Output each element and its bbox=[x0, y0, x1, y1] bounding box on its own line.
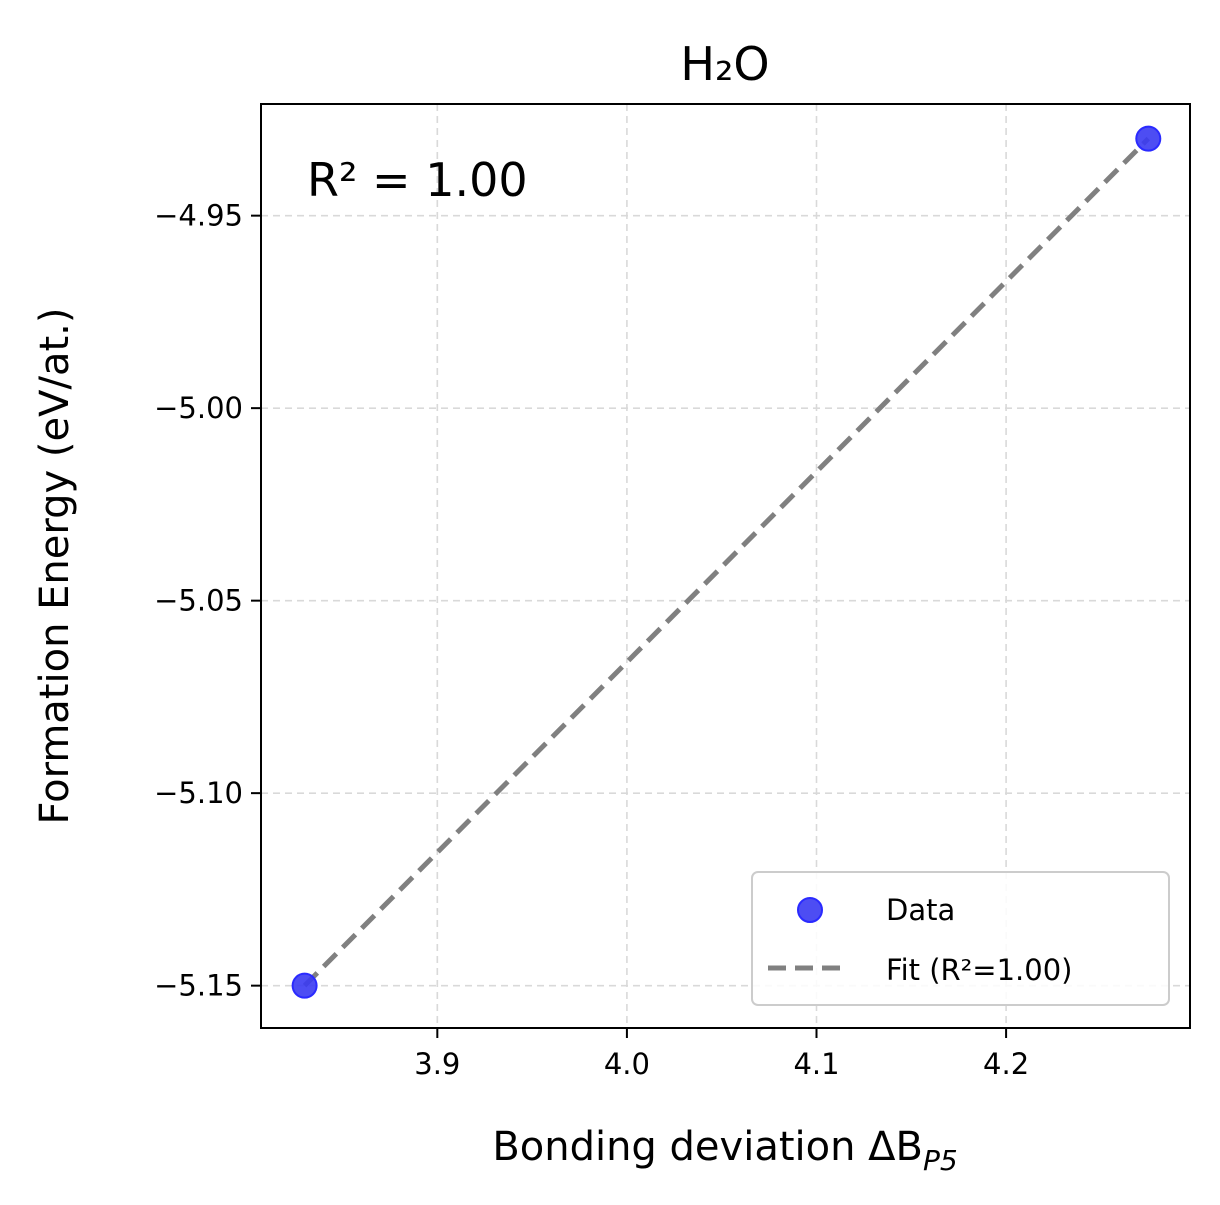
data-point bbox=[291, 972, 318, 999]
data-point bbox=[1135, 125, 1162, 152]
legend-frame bbox=[751, 871, 1170, 1006]
legend: Data Fit (R²=1.00) bbox=[751, 871, 1170, 1006]
x-tick-label: 3.9 bbox=[414, 1047, 460, 1081]
fit-layer bbox=[302, 136, 1151, 988]
fit-line bbox=[302, 136, 1151, 988]
legend-data-label: Data bbox=[886, 893, 955, 927]
chart-title: H₂O bbox=[680, 37, 769, 91]
x-axis-ticks: 3.9 4.0 4.1 4.2 bbox=[414, 1028, 1029, 1081]
y-tick-label: −5.05 bbox=[154, 584, 243, 618]
x-axis-label: Bonding deviation ΔBP5 bbox=[492, 1124, 957, 1177]
r-squared-annotation: R² = 1.00 bbox=[307, 153, 528, 207]
legend-data-marker bbox=[797, 897, 823, 923]
x-tick-label: 4.1 bbox=[793, 1047, 839, 1081]
legend-fit-label: Fit (R²=1.00) bbox=[886, 953, 1073, 987]
x-tick-label: 4.2 bbox=[983, 1047, 1029, 1081]
x-axis-label-sub: P5 bbox=[923, 1144, 958, 1177]
y-tick-label: −5.00 bbox=[154, 391, 243, 425]
y-axis-ticks: −4.95 −5.00 −5.05 −5.10 −5.15 bbox=[154, 199, 261, 1003]
y-axis-label: Formation Energy (eV/at.) bbox=[32, 308, 78, 825]
y-tick-label: −4.95 bbox=[154, 199, 243, 233]
y-tick-label: −5.15 bbox=[154, 969, 243, 1003]
plot-frame bbox=[260, 103, 1191, 1029]
x-tick-label: 4.0 bbox=[604, 1047, 650, 1081]
points-layer bbox=[291, 125, 1162, 999]
x-axis-label-main: Bonding deviation ΔB bbox=[492, 1124, 923, 1170]
y-tick-label: −5.10 bbox=[154, 776, 243, 810]
